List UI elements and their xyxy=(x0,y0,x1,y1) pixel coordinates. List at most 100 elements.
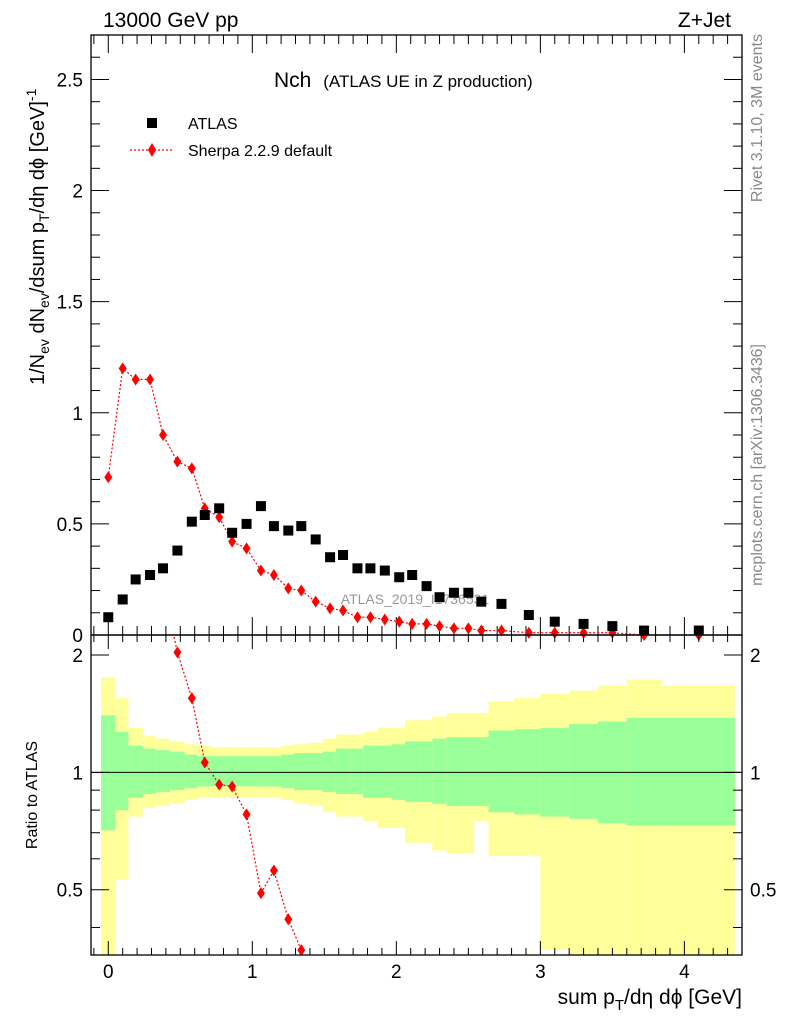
ratio-band-inner xyxy=(335,748,351,794)
ratio-band-inner xyxy=(184,754,198,789)
data-point xyxy=(325,552,336,563)
data-point xyxy=(496,598,507,609)
data-point xyxy=(476,596,487,607)
mc-point xyxy=(269,569,278,581)
ratio-band-inner xyxy=(419,741,433,802)
main-y-tick-label: 2 xyxy=(72,182,83,203)
mc-point xyxy=(353,611,362,624)
ratio-band-inner xyxy=(626,717,662,826)
x-axis-label: sum pT/dη dϕ [GeV] xyxy=(558,986,742,1014)
data-point xyxy=(607,621,618,632)
ratio-band-inner xyxy=(661,717,735,826)
data-point xyxy=(186,516,197,527)
mc-point xyxy=(131,373,140,386)
data-point xyxy=(421,581,432,592)
main-y-tick-label: 0 xyxy=(72,626,83,647)
mc-point xyxy=(524,626,533,639)
ratio-band-inner xyxy=(446,737,462,806)
ratio-band-inner xyxy=(224,756,240,787)
mc-point xyxy=(311,595,320,608)
ratio-panel: 0.5 0.5 1 1 2 2 0 1 2 3 4 Ratio to ATLAS sum pT/d… xyxy=(24,580,777,1014)
ratio-y-tick-label-right: 1 xyxy=(750,763,761,784)
data-series-points xyxy=(103,501,704,636)
mc-point xyxy=(242,542,251,555)
ratio-mc-point xyxy=(242,808,251,821)
header-process: Z+Jet xyxy=(678,9,731,32)
data-point xyxy=(338,550,349,560)
data-point xyxy=(448,587,459,598)
mc-point xyxy=(104,471,113,484)
ratio-band-inner xyxy=(432,738,447,804)
mc-point xyxy=(464,622,473,635)
ratio-band-inner xyxy=(266,756,282,787)
data-point xyxy=(199,510,210,520)
ratio-y-tick-labels: 0.5 0.5 1 1 2 2 xyxy=(57,646,777,902)
mcplots-citation-label: mcplots.cern.ch [arXiv:1306.3436] xyxy=(749,344,766,586)
ratio-band-inner xyxy=(404,741,420,802)
ratio-mc-point xyxy=(200,756,209,769)
legend-data-label: ATLAS xyxy=(188,116,238,133)
ratio-band-inner xyxy=(101,715,116,831)
main-y-tick-label: 1.5 xyxy=(57,293,83,314)
data-point xyxy=(578,618,589,629)
mc-point xyxy=(256,564,265,577)
ratio-band-inner xyxy=(350,748,364,794)
ratio-band-inner xyxy=(377,745,393,798)
data-point xyxy=(693,625,704,636)
ratio-band-inner xyxy=(308,753,323,791)
ratio-mc-point xyxy=(159,580,167,592)
main-axis-ticks xyxy=(91,34,743,636)
data-point xyxy=(158,563,169,574)
legend-data-marker xyxy=(147,118,157,128)
ratio-band-inner xyxy=(281,754,295,789)
ratio-band-inner xyxy=(142,748,156,794)
ratio-band-inner xyxy=(239,756,254,787)
data-point xyxy=(365,563,376,574)
rivet-version-label: Rivet 3.1.10, 3M events xyxy=(749,34,766,202)
ratio-band-inner xyxy=(461,737,475,806)
legend-mc-marker xyxy=(148,143,156,157)
data-point xyxy=(268,521,279,532)
data-point xyxy=(145,570,156,580)
mc-line xyxy=(107,367,699,636)
ratio-mc-point xyxy=(284,913,293,926)
ratio-mc-point xyxy=(269,864,278,877)
data-point xyxy=(255,501,266,512)
ratio-band-inner xyxy=(363,745,378,798)
mc-point xyxy=(173,455,182,468)
main-y-tick-label: 1 xyxy=(72,404,83,425)
ratio-mc-point xyxy=(256,887,265,900)
x-tick-label: 2 xyxy=(391,962,402,983)
plot-title-sub: (ATLAS UE in Z production) xyxy=(323,72,532,91)
mc-point xyxy=(550,626,559,639)
mc-series-line xyxy=(107,367,699,636)
ratio-mc-point xyxy=(297,944,306,955)
legend: ATLAS Sherpa 2.2.9 default xyxy=(130,116,333,160)
ratio-mc-points xyxy=(159,580,306,955)
ratio-band-inner xyxy=(253,756,267,787)
data-point xyxy=(214,503,225,514)
data-point xyxy=(241,518,252,529)
mc-point xyxy=(497,624,506,637)
mc-point xyxy=(435,620,444,633)
x-tick-labels: 0 1 2 3 4 xyxy=(103,962,690,983)
mc-point xyxy=(408,617,417,630)
data-point xyxy=(463,587,474,598)
data-point xyxy=(394,572,405,583)
ratio-band-inner xyxy=(128,745,143,798)
ratio-y-tick-label-right: 0.5 xyxy=(750,881,776,902)
mc-point xyxy=(326,602,335,615)
data-point xyxy=(283,525,294,536)
data-point xyxy=(172,545,183,556)
ratio-band-inner xyxy=(115,731,129,811)
ratio-band-inner xyxy=(155,750,171,793)
main-y-tick-label: 2.5 xyxy=(57,70,83,91)
mc-point xyxy=(284,582,293,595)
data-point xyxy=(227,527,238,538)
ratio-band-inner xyxy=(488,730,515,813)
mc-point xyxy=(579,626,588,639)
data-point xyxy=(523,610,534,620)
data-point xyxy=(379,565,390,576)
data-point xyxy=(310,534,321,545)
ratio-band-inner xyxy=(197,756,212,787)
